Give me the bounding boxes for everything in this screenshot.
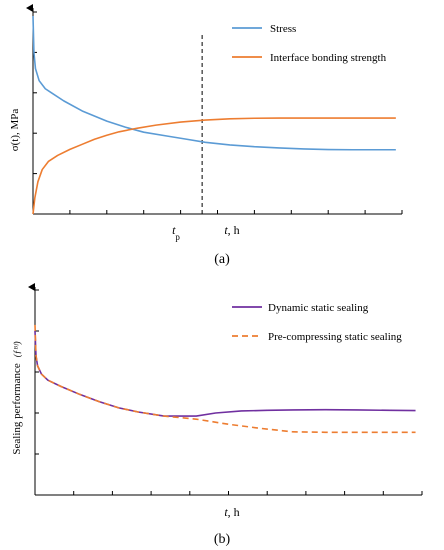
series-line-2 [34,324,416,434]
series-line-1 [34,330,416,417]
panel-b-x-axis-unit: , h [228,505,240,519]
panel-a-x-axis-unit: , h [228,223,240,237]
tp-marker-label: tp [172,223,180,242]
series-line-1 [32,16,396,151]
tp-marker-subscript: p [175,232,180,242]
panel-b-y-axis-unit: (ƒᴮᶠ) [12,341,22,357]
chart-panel-b: Sealing performance (ƒᴮᶠ) t, h (b) Dynami… [11,283,423,547]
panel-a-x-axis-symbol: t [224,223,228,237]
legend-label-2: Interface bonding strength [270,52,387,64]
panel-b-y-axis-title: Sealing performance [11,363,23,454]
legend-label-1: Dynamic static sealing [268,302,369,314]
panel-b-legend: Dynamic static sealing Pre-compressing st… [232,302,402,343]
panel-a-y-axis-label: σ(t), MPa [9,109,21,152]
tp-marker-symbol: t [172,223,176,237]
panel-a-x-axis-label: t, h [224,223,239,237]
panel-b-x-axis-symbol: t [224,505,228,519]
panel-a-legend: Stress Interface bonding strength [232,23,387,64]
panel-a-label: (a) [214,252,230,267]
legend-label-1: Stress [270,23,296,35]
panel-b-label: (b) [214,532,231,547]
panel-b-y-axis-label: Sealing performance (ƒᴮᶠ) [11,341,23,454]
legend-label-2: Pre-compressing static sealing [268,331,402,343]
panel-b-x-axis-label: t, h [224,505,239,519]
series-line-2 [32,117,396,215]
